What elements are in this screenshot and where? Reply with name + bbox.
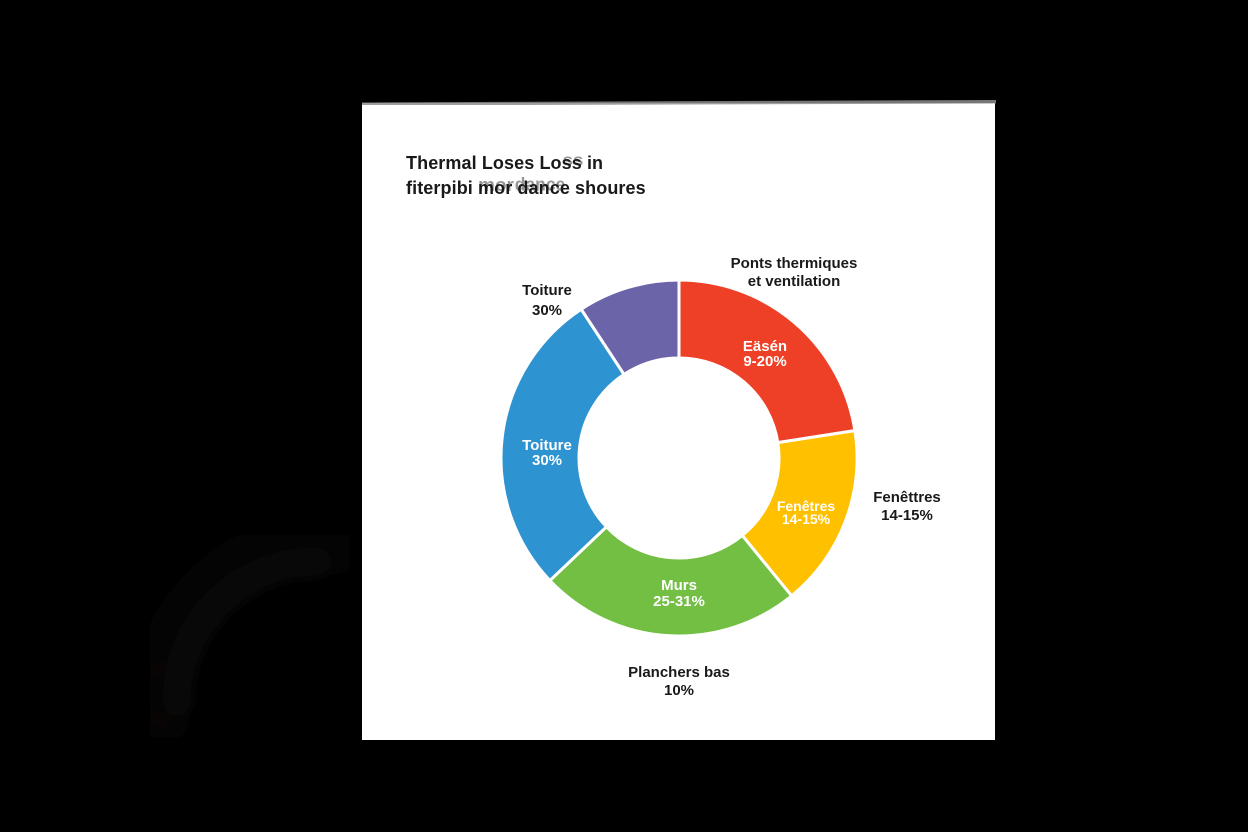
- svg-text:30%: 30%: [532, 302, 562, 319]
- svg-text:25-31%: 25-31%: [653, 593, 705, 610]
- svg-text:14-15%: 14-15%: [782, 511, 831, 527]
- svg-text:Murs: Murs: [661, 577, 697, 594]
- svg-text:Ponts thermiques: Ponts thermiques: [731, 255, 858, 272]
- svg-text:Toiture: Toiture: [522, 282, 572, 299]
- svg-text:et ventilation: et ventilation: [748, 273, 841, 290]
- svg-text:Planchers bas: Planchers bas: [628, 664, 730, 681]
- svg-text:14-15%: 14-15%: [881, 507, 933, 524]
- svg-text:9-20%: 9-20%: [743, 353, 786, 370]
- svg-text:Fenêttres: Fenêttres: [873, 489, 941, 506]
- svg-text:30%: 30%: [532, 452, 562, 469]
- svg-text:10%: 10%: [664, 682, 694, 699]
